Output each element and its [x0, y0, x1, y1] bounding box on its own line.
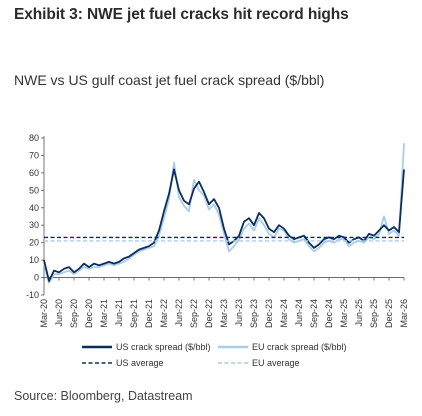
x-tick-label: Jun-23 — [234, 299, 244, 327]
y-tick-label: 10 — [29, 255, 39, 265]
y-tick-label: 0 — [34, 273, 39, 283]
legend-item: EU crack spread ($/bbl) — [218, 342, 347, 352]
x-tick-label: Dec-23 — [264, 299, 274, 328]
source-note: Source: Bloomberg, Datastream — [14, 389, 193, 403]
x-tick-label: Jun-20 — [54, 299, 64, 327]
x-tick-label: Sep-22 — [189, 299, 199, 328]
x-tick-label: Mar-22 — [159, 299, 169, 328]
x-tick-label: Dec-25 — [384, 299, 394, 328]
legend-label: US average — [116, 358, 164, 368]
y-tick-label: 30 — [29, 220, 39, 230]
x-tick-label: Jun-24 — [294, 299, 304, 327]
series-line-eu-crack — [43, 143, 405, 284]
x-tick-label: Jun-25 — [354, 299, 364, 327]
axis-layer: -10 0 10 20 30 40 50 60 70 80 Mar-20 Jun-20 Sep-20 De… — [26, 133, 409, 328]
x-tick-label: Sep-25 — [369, 299, 379, 328]
x-tick-label: Sep-21 — [129, 299, 139, 328]
x-tick-label: Dec-22 — [204, 299, 214, 328]
legend-item: US crack spread ($/bbl) — [82, 342, 211, 352]
legend-label: EU average — [252, 358, 300, 368]
chart-title: NWE vs US gulf coast jet fuel crack spre… — [14, 72, 325, 88]
y-tick-label: 60 — [29, 168, 39, 178]
legend-label: EU crack spread ($/bbl) — [252, 342, 347, 352]
x-tick-label: Jun-21 — [114, 299, 124, 327]
y-tick-label: 50 — [29, 185, 39, 195]
x-tick-label: Mar-23 — [219, 299, 229, 328]
x-tick-label: Mar-20 — [39, 299, 49, 328]
y-tick-label: 40 — [29, 203, 39, 213]
legend-label: US crack spread ($/bbl) — [116, 342, 211, 352]
y-tick-label: -10 — [26, 290, 39, 300]
x-tick-label: Mar-24 — [279, 299, 289, 328]
x-tick-label: Mar-21 — [99, 299, 109, 328]
legend-item: US average — [82, 358, 164, 368]
x-tick-label: Mar-26 — [399, 299, 409, 328]
x-tick-label: Dec-20 — [84, 299, 94, 328]
x-tick-label: Dec-21 — [144, 299, 154, 328]
y-tick-label: 70 — [29, 150, 39, 160]
legend-item: EU average — [218, 358, 300, 368]
exhibit-title: Exhibit 3: NWE jet fuel cracks hit recor… — [14, 6, 349, 23]
series-line-us-crack — [43, 168, 405, 282]
y-tick-label: 20 — [29, 238, 39, 248]
x-tick-label: Sep-24 — [309, 299, 319, 328]
legend: US crack spread ($/bbl) EU crack spread (… — [82, 342, 347, 368]
y-tick-label: 80 — [29, 133, 39, 143]
x-tick-label: Sep-20 — [69, 299, 79, 328]
x-tick-label: Sep-23 — [249, 299, 259, 328]
x-tick-label: Mar-25 — [339, 299, 349, 328]
series-layer — [43, 143, 405, 284]
x-tick-label: Dec-24 — [324, 299, 334, 328]
x-tick-label: Jun-22 — [174, 299, 184, 327]
